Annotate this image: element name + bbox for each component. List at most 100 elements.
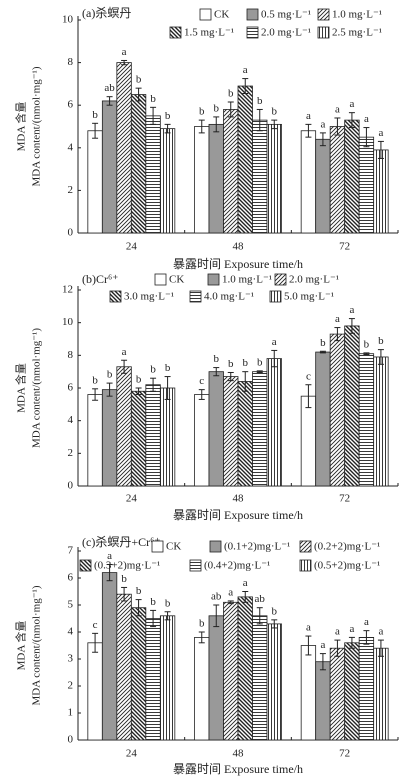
error-bar bbox=[271, 119, 278, 130]
bar bbox=[266, 123, 282, 234]
y-tick-label: 0 bbox=[68, 734, 74, 746]
legend-label: (0.3+2)mg·L⁻¹ bbox=[94, 560, 160, 572]
legend-swatch bbox=[317, 8, 330, 21]
bar bbox=[116, 366, 132, 487]
legend-swatch bbox=[169, 26, 182, 39]
significance-label: b bbox=[228, 88, 234, 100]
legend-label: 2.0 mg·L⁻¹ bbox=[289, 274, 339, 286]
significance-label: a bbox=[306, 110, 311, 122]
legend-swatch bbox=[299, 559, 312, 572]
error-bar bbox=[106, 96, 113, 106]
bar bbox=[344, 325, 360, 487]
significance-label: a bbox=[320, 639, 325, 651]
bar bbox=[315, 661, 331, 741]
error-bar bbox=[334, 327, 341, 342]
bar bbox=[87, 394, 103, 487]
error-bar bbox=[198, 631, 205, 644]
bar bbox=[87, 130, 103, 234]
significance-label: a bbox=[243, 577, 248, 589]
error-bar bbox=[213, 116, 220, 133]
x-tick-label: 24 bbox=[126, 241, 138, 253]
bar bbox=[208, 615, 224, 741]
error-bar bbox=[213, 367, 220, 377]
significance-label: b bbox=[214, 102, 220, 114]
significance-label: b bbox=[165, 362, 171, 374]
x-axis-label: 暴露时间 Exposure time/h bbox=[173, 508, 303, 522]
y-axis-label: MDA content/(nmol·mg⁻¹) bbox=[31, 66, 43, 186]
significance-label: b bbox=[165, 110, 171, 122]
error-bar bbox=[198, 119, 205, 134]
significance-label: b bbox=[150, 93, 156, 105]
y-tick-label: 2 bbox=[68, 184, 74, 196]
error-bar bbox=[164, 123, 171, 134]
significance-label: b bbox=[364, 338, 370, 350]
x-tick-label: 72 bbox=[339, 241, 350, 253]
legend-swatch bbox=[109, 290, 122, 303]
error-bar bbox=[121, 586, 128, 602]
error-bar bbox=[121, 59, 128, 66]
bar bbox=[116, 593, 132, 741]
bar bbox=[373, 356, 389, 487]
y-axis-label: MDA 含量 bbox=[14, 102, 28, 152]
significance-label: b bbox=[92, 374, 98, 386]
y-axis-label: MDA content/(nmol·mg⁻¹) bbox=[31, 328, 43, 448]
bar bbox=[130, 607, 147, 741]
significance-label: a bbox=[364, 113, 369, 125]
significance-label: b bbox=[378, 335, 384, 347]
bar bbox=[252, 119, 268, 234]
x-axis-label: 暴露时间 Exposure time/h bbox=[173, 762, 303, 776]
error-bar bbox=[121, 359, 128, 374]
x-tick-label: 48 bbox=[233, 493, 245, 505]
bar bbox=[101, 100, 118, 234]
bar bbox=[252, 371, 268, 487]
error-bar bbox=[198, 389, 205, 400]
y-tick-label: 6 bbox=[68, 382, 74, 394]
bar bbox=[194, 637, 210, 741]
bar bbox=[252, 615, 268, 741]
bar bbox=[358, 353, 375, 487]
legend-swatch bbox=[209, 540, 222, 553]
error-bar bbox=[319, 350, 326, 354]
y-axis-label: MDA 含量 bbox=[14, 363, 28, 413]
legend-label: CK bbox=[166, 541, 181, 553]
error-bar bbox=[256, 607, 263, 625]
error-bar bbox=[135, 599, 142, 617]
y-tick-label: 4 bbox=[68, 626, 74, 638]
significance-label: b bbox=[257, 95, 263, 107]
significance-label: ab bbox=[211, 591, 222, 603]
y-tick-label: 2 bbox=[68, 447, 74, 459]
bar bbox=[329, 333, 346, 487]
error-bar bbox=[334, 639, 341, 657]
significance-label: b bbox=[107, 369, 113, 381]
bar bbox=[344, 119, 360, 234]
error-bar bbox=[334, 117, 341, 136]
legend-swatch bbox=[189, 290, 202, 303]
legend-swatch bbox=[151, 540, 164, 553]
legend-label: 2.5 mg·L⁻¹ bbox=[332, 27, 382, 39]
significance-label: b bbox=[243, 357, 249, 369]
error-bar bbox=[92, 388, 99, 401]
y-tick-label: 6 bbox=[68, 99, 74, 111]
error-bar bbox=[377, 639, 384, 657]
significance-label: b bbox=[150, 364, 156, 376]
error-bar bbox=[363, 352, 370, 356]
bar bbox=[237, 596, 253, 741]
legend-swatch bbox=[189, 559, 202, 572]
legend-label: CK bbox=[214, 9, 229, 21]
significance-label: b bbox=[272, 106, 278, 118]
error-bar bbox=[242, 591, 249, 603]
legend-swatch bbox=[299, 540, 312, 553]
y-tick-label: 10 bbox=[62, 14, 74, 26]
significance-label: a bbox=[122, 46, 127, 58]
legend-label: 1.0 mg·L⁻¹ bbox=[332, 9, 382, 21]
y-tick-label: 3 bbox=[68, 653, 74, 665]
error-bar bbox=[363, 630, 370, 645]
bar bbox=[300, 645, 317, 741]
significance-label: a bbox=[349, 304, 354, 316]
legend-label: 1.5 mg·L⁻¹ bbox=[184, 27, 234, 39]
y-tick-label: 8 bbox=[68, 56, 74, 68]
bar bbox=[194, 126, 210, 234]
y-axis-label: MDA content/(nmol·mg⁻¹) bbox=[31, 585, 43, 705]
y-tick-label: 8 bbox=[68, 349, 74, 361]
